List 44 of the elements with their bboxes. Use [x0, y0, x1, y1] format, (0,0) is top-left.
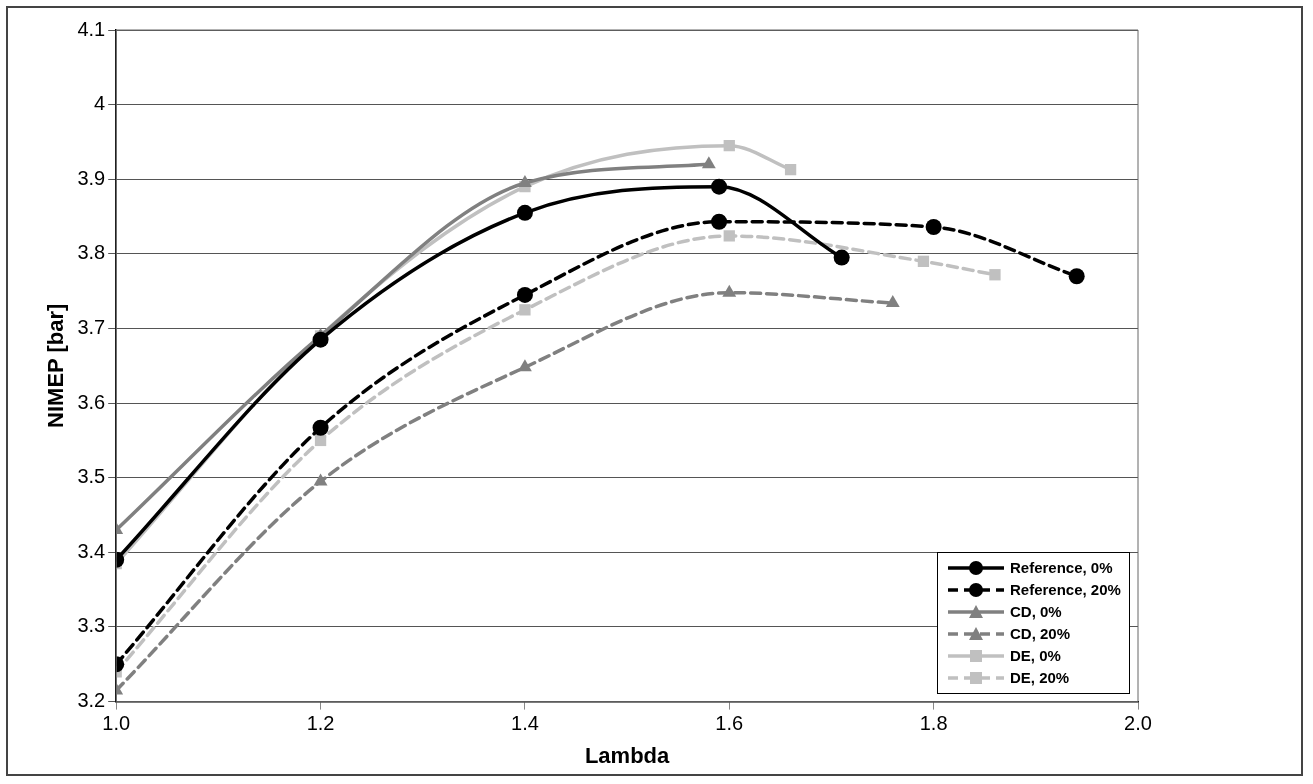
point — [711, 178, 728, 195]
point — [723, 140, 735, 152]
point — [722, 284, 737, 297]
x-axis-title: Lambda — [584, 742, 671, 768]
legend-label: DE, 0% — [1010, 647, 1061, 665]
legend-label: Reference, 0% — [1010, 559, 1113, 577]
legend-label: CD, 20% — [1010, 625, 1071, 643]
legend-label: DE, 20% — [1010, 669, 1070, 687]
point — [519, 304, 531, 316]
point — [312, 419, 329, 436]
x-tick-label: 1.2 — [306, 712, 335, 735]
point — [313, 473, 328, 486]
point — [989, 269, 1001, 281]
point — [516, 286, 533, 303]
point — [1068, 268, 1085, 285]
x-tick-label: 1.4 — [511, 712, 539, 735]
y-tick-label: 3.3 — [77, 614, 106, 637]
y-tick-label: 3.7 — [77, 316, 106, 338]
point — [517, 359, 532, 372]
y-tick-label: 3.9 — [77, 166, 106, 189]
legend-label: Reference, 20% — [1010, 581, 1121, 599]
y-tick-label: 4 — [94, 92, 106, 115]
y-tick-label: 3.4 — [77, 539, 106, 562]
y-tick-label: 3.8 — [77, 241, 106, 264]
x-tick-label: 1.0 — [102, 712, 131, 735]
point — [516, 204, 533, 221]
x-tick-label: 1.8 — [919, 712, 948, 735]
point — [925, 219, 942, 235]
point — [917, 255, 930, 267]
y-tick-label: 3.2 — [77, 689, 106, 712]
point — [833, 249, 850, 266]
y-tick-label: 4.1 — [77, 17, 106, 40]
point — [711, 213, 728, 230]
point — [314, 434, 327, 447]
point — [784, 163, 797, 176]
point — [723, 230, 735, 242]
x-tick-label: 2.0 — [1124, 712, 1152, 735]
point — [312, 331, 329, 348]
y-tick-label: 3.6 — [77, 390, 106, 413]
point — [885, 295, 900, 308]
y-tick-label: 3.5 — [77, 465, 106, 488]
x-tick-label: 1.6 — [715, 712, 744, 735]
y-axis-title: NIMEP [bar] — [43, 303, 69, 428]
legend-label: CD, 0% — [1010, 603, 1062, 621]
